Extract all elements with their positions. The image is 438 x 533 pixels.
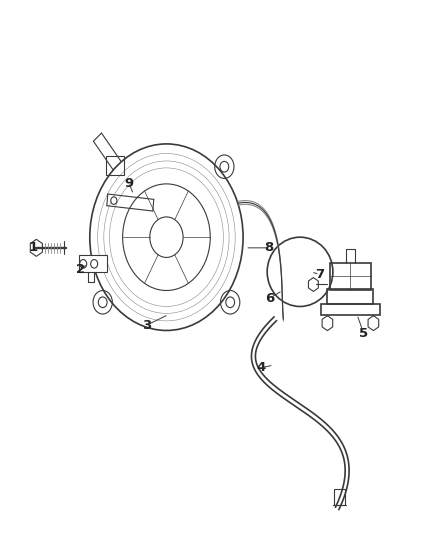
Circle shape <box>80 260 87 268</box>
Bar <box>330 262 371 290</box>
Text: 2: 2 <box>77 263 85 276</box>
Circle shape <box>111 197 117 204</box>
Text: 7: 7 <box>315 268 324 281</box>
Text: 1: 1 <box>28 241 37 254</box>
Text: 6: 6 <box>265 292 274 305</box>
Bar <box>328 289 373 304</box>
Text: 5: 5 <box>359 327 368 340</box>
Text: 4: 4 <box>256 361 265 374</box>
Bar <box>334 489 345 505</box>
Text: 9: 9 <box>125 177 134 190</box>
Text: 8: 8 <box>265 241 274 254</box>
Circle shape <box>91 260 98 268</box>
Text: 3: 3 <box>142 319 152 332</box>
Bar <box>321 304 380 315</box>
Bar <box>79 255 107 272</box>
